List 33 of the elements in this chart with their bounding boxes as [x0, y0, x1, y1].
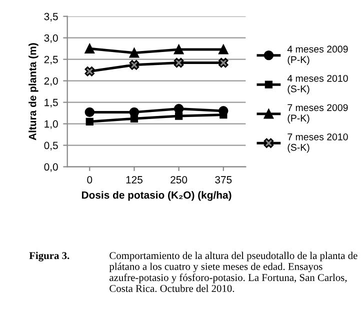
x-axis-title: Dosis de potasio (K₂O) (kg/ha): [82, 191, 232, 201]
point: [174, 58, 184, 68]
point: [129, 48, 140, 58]
legend-label: 4 meses 2009 (P-K): [287, 46, 348, 65]
x-tick-label: 125: [126, 176, 142, 184]
point: [174, 104, 184, 114]
y-tick-label: 1,0: [44, 120, 58, 129]
x-tick-label: 375: [215, 176, 232, 184]
point: [84, 66, 94, 76]
point: [174, 44, 184, 54]
point: [129, 60, 140, 70]
point: [218, 44, 228, 54]
x-tick-label: 250: [170, 176, 188, 184]
y-tick-label: 3,0: [44, 34, 58, 43]
legend-label: 7 meses 2009 (P-K): [288, 104, 348, 124]
y-tick-label: 0,5: [44, 142, 58, 150]
legend-label: 7 meses 2010 (S-K): [288, 133, 348, 153]
point: [86, 118, 94, 126]
y-tick-label: 0,0: [44, 163, 58, 172]
y-tick-label: 3,5: [44, 12, 58, 22]
y-tick-label: 2,5: [44, 56, 58, 64]
text: Figura 3.: [29, 252, 70, 262]
y-axis-title: Altura de planta (m): [28, 43, 38, 140]
point: [84, 107, 94, 118]
point: [174, 112, 183, 120]
legend-label: 4 meses 2010 (S-K): [287, 74, 348, 94]
y-tick-label: 2,0: [44, 77, 58, 86]
point: [130, 114, 138, 122]
y-tick-label: 1,5: [44, 98, 58, 108]
point: [84, 44, 94, 54]
text: Comportamiento de la altura del pseudotallo de la planta de plátano a los cuatro y siete meses de edad. Ensayos azufre-potasio y fósforo-potasio. La Fortuna, San Carlos, Costa Rica. Octubre del 2010.: [109, 252, 358, 292]
point: [218, 58, 228, 68]
x-tick-label: 0: [87, 176, 92, 184]
